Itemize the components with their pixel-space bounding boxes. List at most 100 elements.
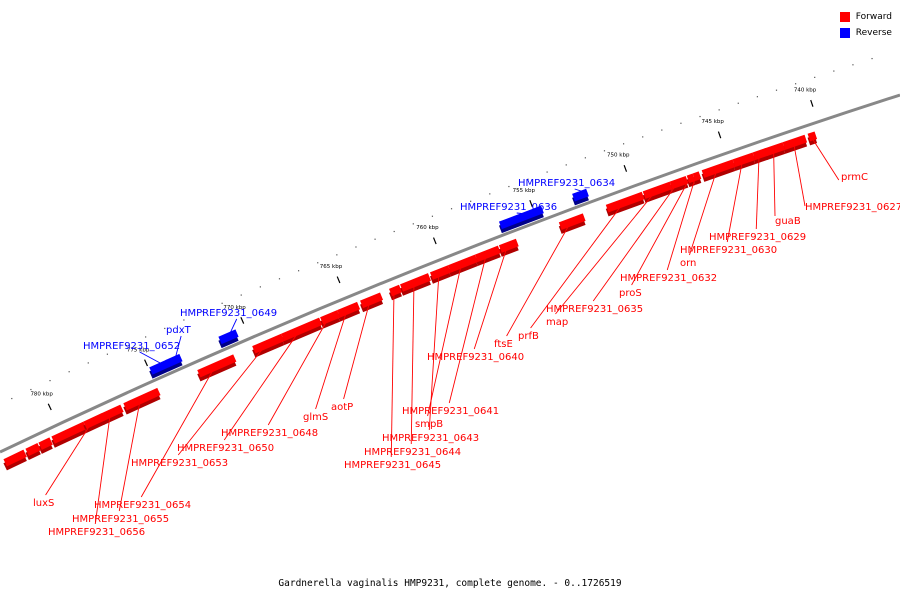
gene-hmpref9231_0655-label: HMPREF9231_0655 (72, 514, 169, 525)
gene-prmc-label: prmC (841, 172, 868, 183)
gene-hmpref9231_0648[interactable] (320, 310, 341, 325)
gene-map-leader (555, 190, 657, 315)
gene-block[interactable] (38, 437, 53, 450)
tick-mark (810, 99, 814, 107)
gene-ftse[interactable] (558, 213, 586, 230)
scale-dot (412, 223, 414, 225)
gene-glms[interactable] (337, 301, 361, 318)
tick-mark (623, 164, 628, 172)
gene-aotp[interactable] (360, 292, 384, 309)
scale-dot (718, 109, 720, 111)
gene-orn-leader (689, 168, 718, 256)
scale-dot (49, 379, 51, 382)
gene-hmpref9231_0656-leader (94, 413, 111, 525)
scale-dot (240, 294, 242, 296)
gene-hmpref9231_0655[interactable] (123, 387, 161, 411)
scale-dot (852, 64, 854, 66)
gene-ftse-label: ftsE (494, 339, 513, 350)
scale-dot (164, 327, 166, 330)
gene-hmpref9231_0629[interactable] (752, 148, 769, 161)
gene-hmpref9231_0627[interactable] (782, 134, 808, 150)
scale-dot (584, 157, 586, 159)
legend-label-forward: Forward (855, 11, 892, 22)
gene-hmpref9231_0653[interactable] (252, 333, 285, 354)
gene-hmpref9231_0640[interactable] (498, 238, 519, 253)
gene-hmpref9231_0641[interactable] (474, 245, 501, 263)
scale-dot (775, 89, 778, 91)
gene-pros-label: proS (619, 288, 642, 299)
gene-prfb-leader (530, 202, 625, 329)
scale-dot (106, 353, 108, 355)
scale-dot (278, 278, 281, 280)
gene-hmpref9231_0652[interactable] (149, 359, 170, 375)
gene-hmpref9231_0627-label: HMPREF9231_0627 (805, 202, 900, 213)
gene-orn[interactable] (701, 159, 736, 178)
gene-hmpref9231_0636[interactable] (498, 205, 544, 230)
gene-block[interactable] (51, 421, 87, 444)
gene-hmpref9231_0630-leader (726, 159, 744, 243)
scale-dot (756, 96, 758, 98)
gene-smpb-leader (427, 263, 462, 417)
scale-dot (183, 319, 185, 321)
gene-map[interactable] (642, 181, 673, 199)
tick-mark (336, 276, 341, 284)
gene-hmpref9231_0635-leader (592, 182, 679, 302)
gene-luxs-leader (45, 421, 93, 496)
tick-mark (432, 237, 437, 245)
scale-dot (336, 254, 338, 256)
gene-hmpref9231_0649[interactable] (218, 329, 239, 345)
gene-guab[interactable] (764, 142, 786, 156)
legend: Forward Reverse (839, 9, 892, 41)
gene-hmpref9231_0649-label: HMPREF9231_0649 (180, 308, 277, 319)
gene-hmpref9231_0644[interactable] (399, 273, 431, 292)
gene-hmpref9231_0641-leader (448, 254, 487, 404)
gene-block[interactable] (25, 443, 41, 456)
scale-dot (317, 262, 319, 264)
scale-dot (871, 57, 873, 60)
gene-hmpref9231_0654[interactable] (197, 354, 237, 378)
gene-hmpref9231_0650[interactable] (281, 317, 323, 342)
gene-hmpref9231_0645[interactable] (389, 284, 402, 297)
scale-dot (145, 336, 147, 338)
legend-label-reverse: Reverse (855, 27, 892, 38)
gene-hmpref9231_0632-label: HMPREF9231_0632 (620, 273, 717, 284)
scale-dot (603, 150, 606, 152)
gene-hmpref9231_0635-label: HMPREF9231_0635 (546, 304, 643, 315)
gene-hmpref9231_0635[interactable] (669, 175, 689, 190)
scale-dot (431, 215, 434, 217)
genome-backbone (0, 93, 900, 454)
gene-glms-label: glmS (303, 412, 328, 423)
scale-dot (393, 230, 395, 233)
scale-dot (374, 238, 376, 240)
gene-smpb[interactable] (447, 254, 478, 273)
genome-caption: Gardnerella vaginalis HMP9231, complete … (278, 578, 622, 589)
tick-label: 755 kbp (513, 188, 536, 194)
gene-glms-leader (315, 309, 348, 410)
gene-aotp-leader (343, 300, 371, 400)
gene-hmpref9231_0656[interactable] (100, 404, 124, 422)
tick-mark (47, 403, 52, 411)
scale-dot (642, 136, 644, 138)
gene-track (3, 131, 818, 471)
gene-block[interactable] (3, 449, 27, 467)
gene-prmc[interactable] (807, 131, 818, 142)
gene-hmpref9231_0630[interactable] (732, 152, 756, 167)
gene-hmpref9231_0654-label: HMPREF9231_0654 (94, 500, 191, 511)
gene-hmpref9231_0644-leader (410, 282, 415, 445)
gene-pdxt[interactable] (165, 353, 183, 368)
outer-dots (11, 57, 873, 400)
gene-hmpref9231_0650-leader (223, 329, 301, 441)
gene-hmpref9231_0643[interactable] (429, 265, 451, 280)
tick-label: 740 kbp (794, 88, 817, 94)
legend-item-forward: Forward (839, 9, 892, 24)
gene-prfb[interactable] (605, 191, 645, 213)
gene-luxs[interactable] (83, 413, 105, 429)
tick-label: 760 kbp (416, 225, 439, 231)
gene-orn-label: orn (680, 258, 696, 269)
scale-dot (470, 200, 472, 202)
gene-hmpref9231_0634[interactable] (572, 188, 589, 202)
gene-hmpref9231_0640-label: HMPREF9231_0640 (427, 352, 524, 363)
gene-pdxt-label: pdxT (166, 325, 192, 336)
scale-dot (355, 246, 357, 248)
